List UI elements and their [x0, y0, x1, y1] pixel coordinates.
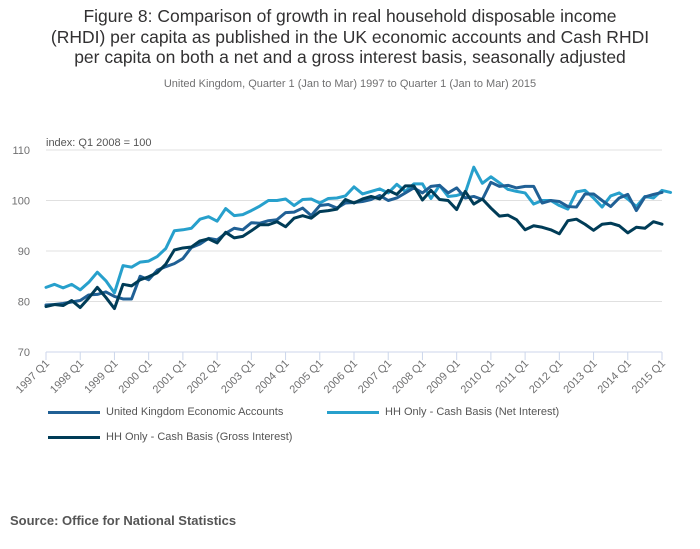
x-tick-label: 2014 Q1: [596, 358, 634, 396]
x-tick-label: 2001 Q1: [151, 358, 189, 396]
x-tick-label: 2013 Q1: [561, 358, 599, 396]
y-tick-label: 110: [12, 145, 30, 157]
x-tick-label: 2002 Q1: [185, 358, 223, 396]
y-tick-label: 80: [18, 297, 30, 309]
series-lines: [44, 165, 673, 311]
x-tick-label: 1998 Q1: [48, 358, 86, 396]
x-tick-label: 2005 Q1: [288, 358, 326, 396]
x-tick-label: 1999 Q1: [82, 358, 120, 396]
x-tick-label: 2012 Q1: [527, 358, 565, 396]
x-tick-label: 2006 Q1: [322, 358, 360, 396]
x-tick-label: 2004 Q1: [253, 358, 291, 396]
x-tick-label: 2011 Q1: [493, 358, 531, 396]
y-tick-label: 70: [18, 347, 30, 359]
x-tick-label: 2010 Q1: [459, 358, 497, 396]
legend-item-gross-interest[interactable]: HH Only - Cash Basis (Gross Interest): [48, 431, 292, 443]
x-tick-label: 2007 Q1: [356, 358, 394, 396]
x-tick-label: 2003 Q1: [219, 358, 257, 396]
chart-title-line-3: per capita on both a net and a gross int…: [74, 47, 626, 67]
legend-swatch: [327, 410, 379, 414]
chart-subtitle: United Kingdom, Quarter 1 (Jan to Mar) 1…: [163, 78, 537, 90]
legend-label: HH Only - Cash Basis (Gross Interest): [106, 431, 293, 443]
y-axis: 70 80 90 100 110: [12, 145, 30, 359]
x-tick-label: 2008 Q1: [390, 358, 428, 396]
series-line-hh-only-cash-basis-gross-interest: [44, 184, 664, 311]
chart-title-line-1: Figure 8: Comparison of growth in real h…: [83, 6, 617, 26]
x-tick-label: 2015 Q1: [630, 358, 668, 396]
x-tick-label: 2009 Q1: [424, 358, 462, 396]
legend-item-net-interest[interactable]: HH Only - Cash Basis (Net Interest): [327, 406, 559, 418]
source-note: Source: Office for National Statistics: [10, 513, 237, 528]
legend-label: United Kingdom Economic Accounts: [106, 406, 284, 418]
legend-swatch: [48, 410, 100, 414]
y-tick-label: 100: [12, 196, 30, 208]
series-line-hh-only-cash-basis-net-interest: [44, 165, 673, 295]
legend-swatch: [48, 435, 100, 439]
y-axis-unit-label: index: Q1 2008 = 100: [46, 137, 152, 149]
y-tick-label: 90: [18, 246, 30, 258]
legend-item-uk-economic-accounts[interactable]: United Kingdom Economic Accounts: [48, 406, 283, 418]
chart-title-line-2: (RHDI) per capita as published in the UK…: [50, 26, 650, 47]
x-tick-label: 1997 Q1: [14, 358, 52, 396]
legend-label: HH Only - Cash Basis (Net Interest): [385, 406, 560, 418]
chart-title: Figure 8: Comparison of growth in real h…: [0, 6, 700, 68]
x-tick-label: 2000 Q1: [116, 358, 154, 396]
